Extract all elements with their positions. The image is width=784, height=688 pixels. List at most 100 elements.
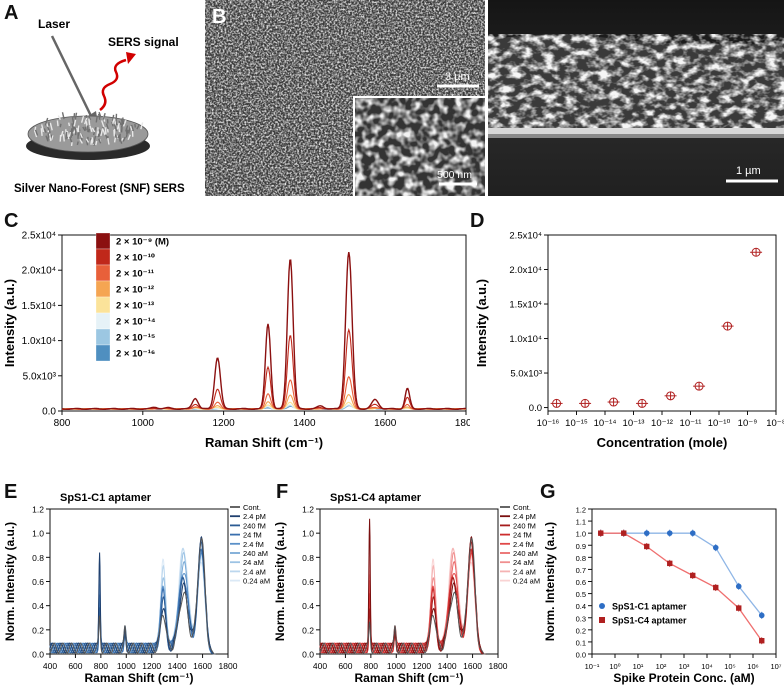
- nano-wire: [73, 113, 76, 118]
- nano-wire: [40, 128, 43, 136]
- y-tick-label: 0.8: [576, 554, 586, 563]
- x-tick-label: 1400: [168, 661, 187, 671]
- nano-wire: [69, 136, 73, 144]
- data-point: [735, 583, 742, 590]
- nano-wire: [91, 127, 96, 133]
- chart-g: 10⁻¹ 10⁰ 10¹ 10² 10³ 10⁴ 10⁵ 10⁶ 10⁷ 0.0 0.1 0.2 0.3…: [543, 506, 782, 686]
- x-tick-label: 1400: [438, 661, 457, 671]
- legend-label: SpS1-C4 aptamer: [612, 616, 687, 626]
- legend-swatch: [95, 248, 111, 266]
- nano-wire: [80, 115, 85, 123]
- y-axis-label: Intensity (a.u.): [2, 279, 17, 367]
- legend-label: Cont.: [513, 503, 531, 512]
- legend-swatch: [95, 328, 111, 346]
- y-tick-label: 5.0x10³: [510, 369, 542, 380]
- sem-inset: 500 nm: [353, 96, 485, 196]
- chart-title: SpS1-C4 aptamer: [330, 492, 422, 504]
- y-tick-label: 1.2: [302, 505, 314, 515]
- y-tick-label: 0.6: [32, 577, 44, 587]
- nano-wire: [122, 136, 126, 142]
- nano-wire: [102, 112, 106, 120]
- x-tick-label: 1800: [489, 661, 508, 671]
- x-tick-label: 10¹: [633, 662, 644, 671]
- nano-wire: [105, 123, 109, 130]
- nano-wire: [120, 137, 124, 142]
- legend-swatch: [95, 232, 111, 250]
- x-tick-label: 10³: [679, 662, 690, 671]
- x-axis-label: Raman Shift (cm⁻¹): [205, 435, 323, 450]
- legend-label: 24 aM: [243, 558, 264, 567]
- y-tick-label: 0.0: [42, 407, 56, 418]
- legend-label: 240 aM: [243, 549, 268, 558]
- x-tick-label: 10⁷: [770, 662, 781, 671]
- nano-wire: [79, 138, 83, 144]
- x-tick-label: 1400: [293, 418, 316, 429]
- x-tick-label: 1800: [455, 418, 470, 429]
- nano-wire: [82, 126, 86, 132]
- nano-wire: [47, 126, 51, 134]
- y-tick-label: 0.2: [32, 625, 44, 635]
- nano-wire: [88, 128, 91, 133]
- y-tick-label: 1.0x10⁴: [22, 336, 56, 347]
- x-tick-label: 10⁰: [609, 662, 620, 671]
- panel-label-b: B: [212, 6, 227, 28]
- legend-label: 2.4 aM: [513, 567, 536, 576]
- nano-wire: [118, 120, 122, 126]
- x-tick-label: 10⁻¹²: [651, 418, 673, 429]
- nano-wire: [57, 115, 62, 120]
- nano-wire: [44, 117, 49, 126]
- x-tick-label: 10⁻¹⁴: [594, 418, 617, 429]
- x-tick-label: 800: [94, 661, 108, 671]
- x-tick-label: 10⁻¹¹: [680, 418, 702, 429]
- legend-label: 2 × 10⁻¹¹: [116, 269, 154, 280]
- legend-label: 240 fM: [243, 521, 266, 530]
- nano-wire: [98, 111, 102, 118]
- legend-label: 240 aM: [513, 549, 538, 558]
- nano-wire: [33, 126, 37, 133]
- data-point: [644, 543, 650, 550]
- nano-wire: [113, 124, 118, 132]
- nano-wire: [67, 131, 72, 140]
- data-point: [689, 530, 696, 536]
- nano-wire: [95, 140, 98, 146]
- data-point: [667, 560, 673, 567]
- plot-frame: [49, 508, 229, 655]
- legend-label: 24 fM: [513, 531, 532, 540]
- y-tick-label: 1.5x10⁴: [22, 301, 56, 312]
- spectrum-line-3: [319, 548, 486, 655]
- nano-wire: [79, 132, 83, 138]
- scale-label-cross: 1 µm: [736, 165, 761, 177]
- nano-wire: [56, 120, 59, 127]
- nano-wire: [76, 141, 79, 146]
- y-tick-label: 0.5: [576, 590, 586, 599]
- x-tick-label: 10²: [656, 662, 667, 671]
- y-tick-label: 1.2: [576, 506, 586, 515]
- spectrum-line-0: [61, 251, 466, 410]
- nano-wire: [84, 126, 87, 131]
- legend-label: 2 × 10⁻⁹ (M): [116, 237, 169, 248]
- y-tick-label: 0.1: [576, 638, 586, 647]
- x-tick-label: 10⁻¹³: [623, 418, 645, 429]
- schematic-panel: Laser SERS signal Silver Nano-Forest (SN…: [14, 17, 185, 195]
- x-tick-label: 400: [43, 661, 57, 671]
- sem-top-view: 3 µm 500 nm: [205, 0, 485, 196]
- nano-wire: [90, 139, 93, 145]
- y-tick-label: 2.0x10⁴: [509, 265, 542, 276]
- y-tick-label: 0.3: [576, 614, 586, 623]
- legend-label: 2.4 fM: [513, 540, 534, 549]
- spectrum-line-6: [49, 548, 216, 655]
- nano-wire: [48, 133, 52, 142]
- plot-frame: [547, 234, 777, 412]
- y-tick-label: 0.4: [576, 602, 586, 611]
- nano-wire: [71, 123, 74, 129]
- data-point: [713, 584, 719, 591]
- legend-label: 2 × 10⁻¹²: [116, 285, 154, 296]
- series-line-1: [600, 532, 763, 642]
- nano-wire: [136, 124, 140, 130]
- legend-label: 0.24 aM: [243, 577, 270, 586]
- panel-label-d: D: [470, 210, 485, 232]
- y-tick-label: 1.0x10⁴: [509, 334, 542, 345]
- y-tick-label: 0.0: [302, 650, 314, 660]
- nano-wire: [43, 128, 47, 133]
- nano-wire: [97, 113, 101, 120]
